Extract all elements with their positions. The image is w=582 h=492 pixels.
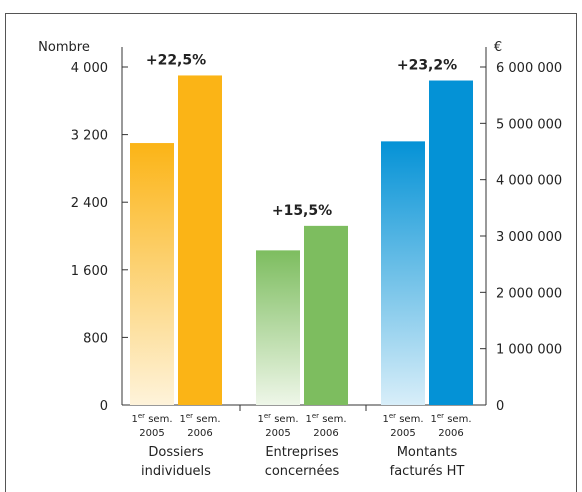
period-label: 1er sem. (430, 412, 471, 425)
period-label: 1er sem. (382, 412, 423, 425)
left-tick-label: 4 000 (71, 61, 108, 76)
change-label: +15,5% (272, 203, 332, 219)
bar-1-0 (256, 250, 300, 405)
right-tick-label: 6 000 000 (496, 61, 562, 76)
left-tick-label: 1 600 (71, 264, 108, 279)
left-tick-label: 3 200 (71, 129, 108, 144)
period-label: 1er sem. (179, 412, 220, 425)
period-year: 2005 (139, 428, 164, 439)
right-tick-label: 3 000 000 (496, 230, 562, 245)
left-tick-label: 2 400 (71, 196, 108, 211)
change-label: +22,5% (146, 52, 206, 68)
group-label: facturés HT (390, 464, 465, 479)
bar-0-0 (130, 143, 174, 406)
period-year: 2006 (187, 428, 212, 439)
group-label: Dossiers (148, 445, 203, 460)
bar-2-1 (429, 80, 473, 406)
period-label: 1er sem. (257, 412, 298, 425)
period-year: 2006 (438, 428, 463, 439)
group-label: individuels (141, 464, 211, 479)
right-axis-title: € (494, 40, 502, 55)
right-tick-label: 1 000 000 (496, 343, 562, 358)
bar-0-1 (178, 75, 222, 405)
right-tick-label: 5 000 000 (496, 117, 562, 132)
period-year: 2005 (265, 428, 290, 439)
right-tick-label: 0 (496, 399, 504, 414)
bar-1-1 (304, 225, 348, 405)
right-tick-label: 4 000 000 (496, 174, 562, 189)
right-tick-label: 2 000 000 (496, 286, 562, 301)
bar-2-0 (381, 141, 425, 406)
period-year: 2005 (390, 428, 415, 439)
axes: 0 800 1 600 2 400 3 200 4 000 Nombre 0 1 000 000… (38, 40, 562, 414)
group-label: Montants (397, 445, 458, 460)
group-label: Entreprises (265, 445, 339, 460)
change-label: +23,2% (397, 58, 457, 74)
chart-frame (5, 13, 577, 492)
labels: 1er sem. 2005 1er sem. 2006 +22,5% Dossiers in… (131, 52, 471, 479)
left-axis-title: Nombre (38, 40, 90, 55)
bars (130, 75, 473, 406)
left-tick-label: 0 (100, 399, 108, 414)
period-year: 2006 (313, 428, 338, 439)
left-tick-label: 800 (83, 331, 108, 346)
period-label: 1er sem. (131, 412, 172, 425)
group-label: concernées (265, 464, 340, 479)
period-label: 1er sem. (305, 412, 346, 425)
